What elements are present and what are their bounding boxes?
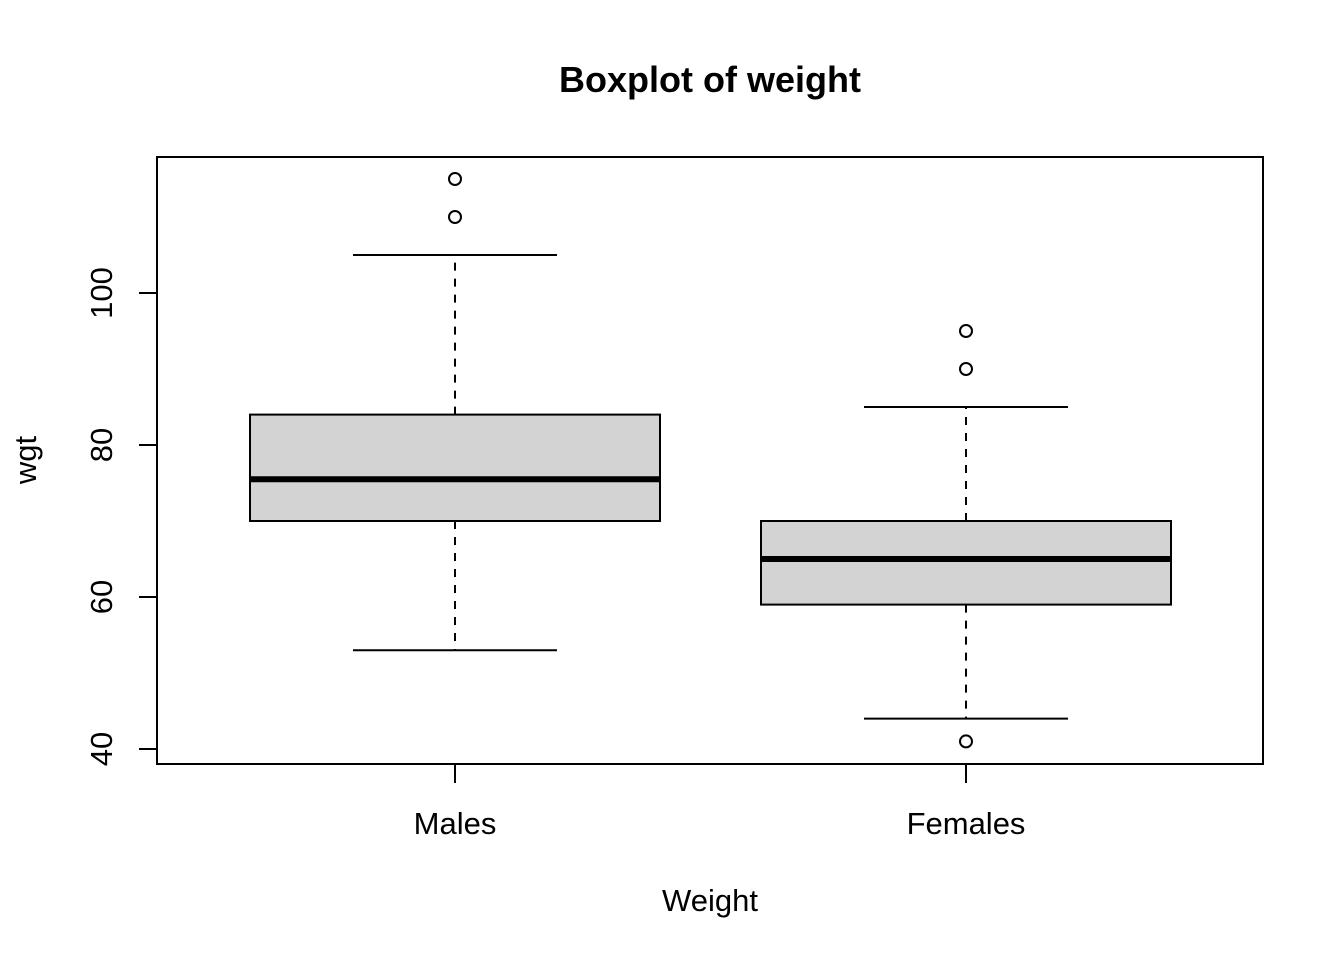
x-axis: Males Females — [414, 763, 1026, 841]
boxes-layer — [249, 172, 1172, 749]
y-tick-label: 60 — [84, 580, 119, 614]
y-axis: 40 60 80 100 — [84, 267, 158, 766]
outlier-point — [959, 734, 973, 749]
outlier-point — [448, 210, 462, 224]
box-females — [760, 324, 1172, 749]
iqr-box — [249, 413, 661, 523]
outlier-point — [959, 324, 973, 338]
outlier-point — [959, 362, 973, 376]
chart-title: Boxplot of weight — [559, 59, 861, 100]
box-males — [249, 172, 661, 652]
x-axis-label: Weight — [662, 883, 758, 918]
y-tick-label: 40 — [84, 732, 119, 766]
outlier-point — [448, 172, 462, 186]
y-tick-label: 100 — [84, 267, 119, 319]
y-axis-label: wgt — [8, 435, 43, 485]
y-tick-label: 80 — [84, 428, 119, 462]
x-tick-label: Males — [414, 806, 497, 841]
iqr-box — [760, 520, 1172, 606]
x-tick-label: Females — [907, 806, 1026, 841]
